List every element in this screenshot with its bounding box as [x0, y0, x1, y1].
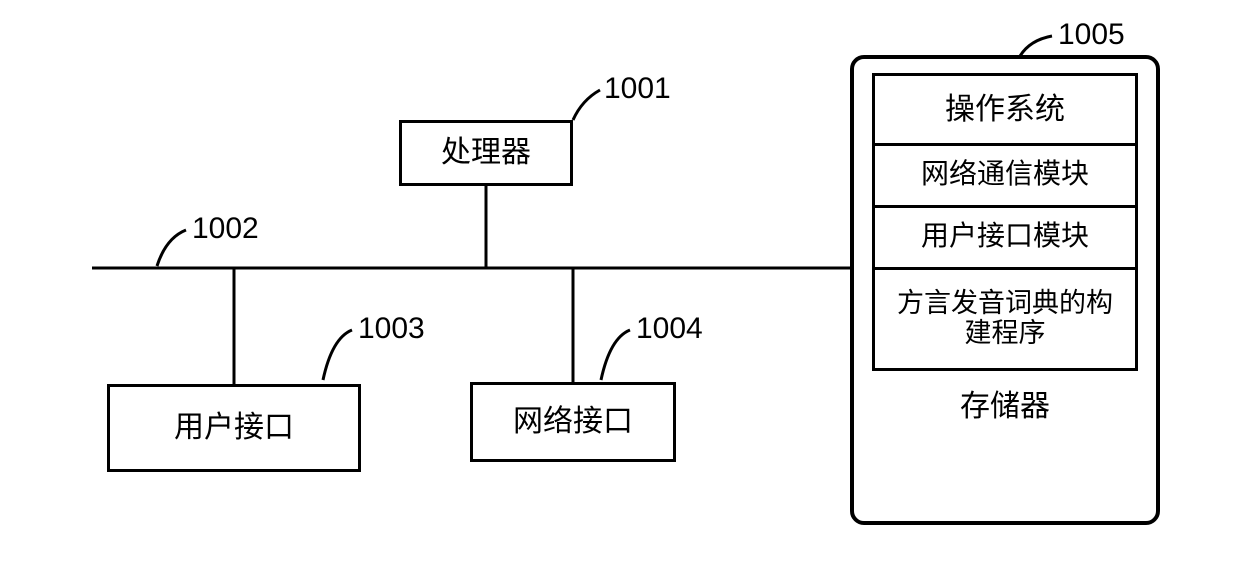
storage-cell-program-label: 方言发音词典的构 建程序 [897, 289, 1113, 348]
storage-cell-program: 方言发音词典的构 建程序 [875, 270, 1135, 368]
storage-caption-text: 存储器 [960, 390, 1050, 423]
ref-label-1005: 1005 [1058, 18, 1125, 52]
leader-1005-hook [1020, 36, 1052, 56]
processor-node: 处理器 [399, 120, 573, 186]
leader-1004-hook [601, 330, 630, 380]
leader-1002-hook [157, 230, 186, 266]
storage-caption: 存储器 [960, 381, 1050, 425]
ref-label-1002: 1002 [192, 212, 259, 246]
storage-cell-os: 操作系统 [875, 76, 1135, 146]
storage-node: 操作系统 网络通信模块 用户接口模块 方言发音词典的构 建程序 存储器 [850, 55, 1160, 525]
storage-cell-netcomm: 网络通信模块 [875, 146, 1135, 208]
storage-cell-userif: 用户接口模块 [875, 208, 1135, 270]
network-interface-node: 网络接口 [470, 382, 676, 462]
user-interface-label: 用户接口 [174, 411, 294, 446]
processor-label: 处理器 [441, 136, 531, 171]
ref-label-1001: 1001 [604, 72, 671, 106]
storage-cell-os-label: 操作系统 [945, 93, 1065, 126]
network-interface-label: 网络接口 [513, 405, 633, 440]
leader-1001-hook [573, 90, 600, 120]
storage-cell-userif-label: 用户接口模块 [921, 222, 1089, 253]
ref-label-1004: 1004 [636, 312, 703, 346]
ref-label-1003: 1003 [358, 312, 425, 346]
user-interface-node: 用户接口 [107, 384, 361, 472]
leader-1003-hook [323, 330, 352, 380]
storage-inner-table: 操作系统 网络通信模块 用户接口模块 方言发音词典的构 建程序 [872, 73, 1138, 371]
diagram-canvas: 处理器 用户接口 网络接口 操作系统 网络通信模块 用户接口模块 方言发音词典的… [0, 0, 1240, 573]
storage-cell-netcomm-label: 网络通信模块 [921, 160, 1089, 191]
